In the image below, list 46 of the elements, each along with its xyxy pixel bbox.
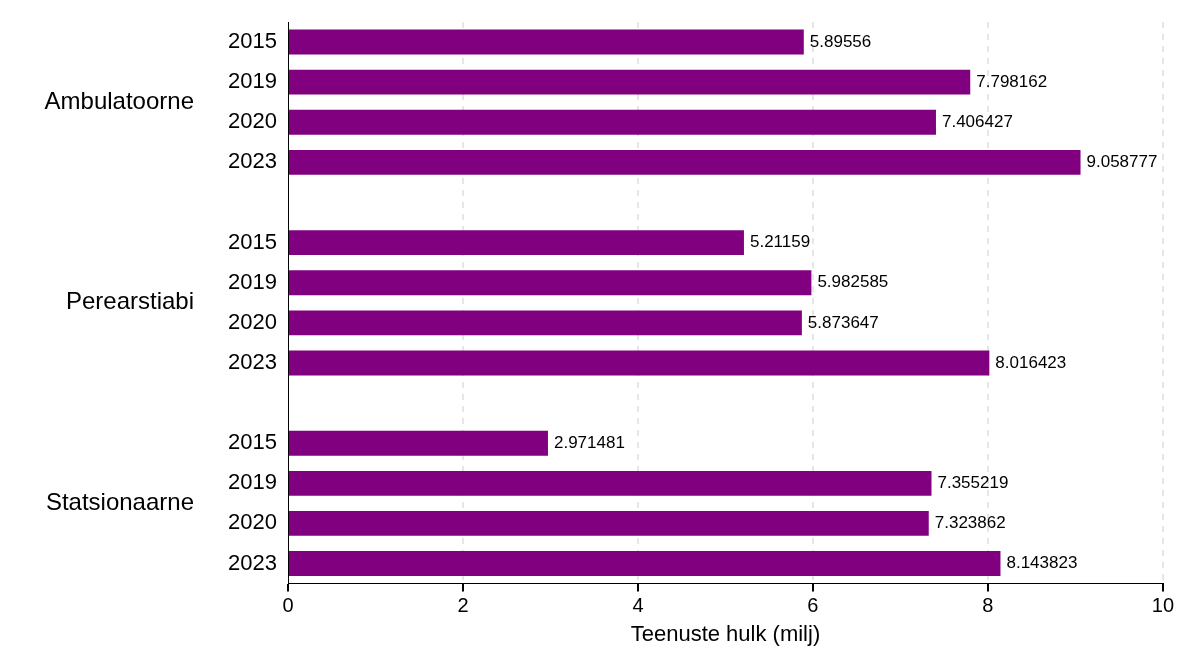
text: Perearstiabi [65,287,194,315]
data-label: 9.058777 [1086,152,1158,172]
bar [289,430,548,456]
bar [289,29,804,55]
data-label: 8.016423 [995,352,1067,372]
x-tick-label: 8 [982,594,994,617]
data-label: 7.323862 [934,513,1006,533]
y-tick-label: 2023 [228,549,277,575]
y-tick-label: 2015 [228,429,277,455]
y-tick-label: 2019 [228,469,277,495]
y-tick-label: 2015 [228,28,277,54]
data-label: 7.798162 [976,71,1048,91]
bar [289,551,1001,576]
x-tick-label: 0 [282,594,294,617]
data-label: 7.355219 [937,473,1009,492]
y-tick-label: 2023 [228,349,277,375]
bar [289,310,802,336]
y-tick-label: 2020 [228,308,277,334]
data-label: 8.143823 [1006,553,1078,573]
bar [289,149,1081,175]
y-tick-label: 2020 [228,108,277,134]
bar [289,230,744,256]
bar [289,109,936,135]
y-tick-label: 2019 [228,68,277,94]
bar [289,510,929,536]
data-label: 5.89556 [809,31,872,51]
bar [289,69,971,95]
bar [289,350,990,376]
x-tick-label: 10 [1151,594,1174,617]
data-label: 5.21159 [749,232,811,252]
data-label: 5.873647 [807,312,879,332]
y-tick-label: 2020 [228,509,277,535]
y-tick-label: 2015 [228,228,277,254]
text: Ambulatoorne [44,86,194,114]
y-tick-label: 2019 [228,268,277,294]
x-tick-label: 6 [807,594,819,617]
bar [289,470,932,496]
text: Statsionaarne [45,488,194,515]
x-tick-label: 4 [632,594,644,617]
x-axis-title: Teenuste hulk (milj) [630,620,821,646]
data-label: 2.971481 [553,432,625,452]
x-tick-label: 2 [457,594,469,617]
data-label: 7.406427 [941,111,1013,131]
y-tick-label: 2023 [228,148,277,174]
bar [289,270,812,296]
data-label: 5.982585 [817,272,889,292]
